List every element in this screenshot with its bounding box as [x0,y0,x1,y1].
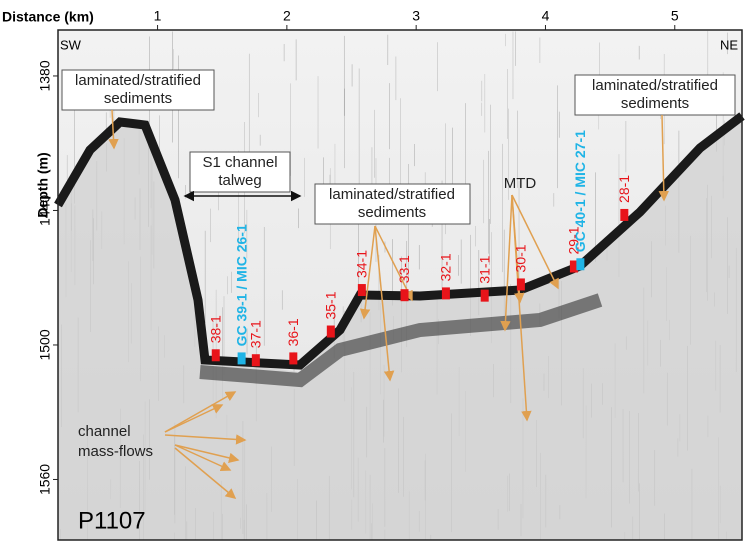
y-tick-label: 1380 [37,60,53,91]
core-label: 29-1 [566,226,582,254]
y-tick-label: 1500 [37,329,53,360]
core-site [620,208,629,221]
arrow [500,194,513,332]
annotation: laminated/stratified [75,72,201,89]
core-label: 35-1 [323,291,339,319]
core-site [400,289,409,302]
annotation: laminated/stratified [329,186,455,203]
annotation: channel [78,423,131,440]
annotation-box [189,151,291,193]
core-label: 33-1 [396,255,412,283]
x-tick-label: 5 [671,8,679,24]
core-site [211,349,220,362]
annotation: sediments [358,204,426,221]
arrow [374,225,413,302]
arrow [164,404,224,433]
arrow [164,391,237,433]
arrow [174,447,237,499]
y-tick-label: 1560 [37,464,53,495]
arrow [374,225,395,382]
arrow [174,444,232,472]
core-label: 32-1 [438,253,454,281]
core-label: 38-1 [207,315,223,343]
annotation: MTD [504,175,537,192]
core-site [480,289,489,302]
core-site [516,278,525,291]
x-tick-label: 1 [154,8,162,24]
annotation: mass-flows [78,443,153,460]
x-tick-label: 4 [542,8,550,24]
core-site [237,352,246,365]
x-tick-label: 3 [412,8,420,24]
core-site [251,354,260,367]
y-tick-label: 1440 [37,195,53,226]
annotation-box [61,69,215,111]
core-label: 30-1 [513,244,529,272]
core-label: 37-1 [248,320,264,348]
core-label: GC 40-1 / MIC 27-1 [572,130,588,252]
arrow [164,434,247,445]
core-site [326,325,335,338]
annotation: S1 channel [202,154,277,171]
annotation: talweg [218,172,261,189]
direction-ne: NE [720,37,738,52]
core-site [289,352,298,365]
annotation: sediments [621,95,689,112]
arrow [658,114,670,202]
arrow [174,444,240,464]
core-site [357,284,366,297]
y-axis-title: Depth (m) [35,152,51,217]
subsurface-reflector [199,293,603,388]
arrow [359,225,376,320]
arrow [108,109,119,150]
core-label: GC 39-1 / MIC 26-1 [233,224,249,346]
direction-sw: SW [60,37,82,52]
annotation: sediments [104,90,172,107]
core-label: 28-1 [616,175,632,203]
annotation-box [314,183,471,225]
x-axis-title: Distance (km) [2,9,94,25]
arrow [511,194,559,290]
core-label: 36-1 [285,318,301,346]
core-site [569,260,578,273]
annotation-box [574,74,736,116]
core-label: 34-1 [354,250,370,278]
seafloor-reflector [54,112,745,370]
frame [57,29,743,541]
core-site [576,258,585,271]
core-site [441,287,450,300]
profile-name: P1107 [78,507,146,534]
annotation: laminated/stratified [592,77,718,94]
x-tick-label: 2 [283,8,291,24]
core-label: 31-1 [476,255,492,283]
